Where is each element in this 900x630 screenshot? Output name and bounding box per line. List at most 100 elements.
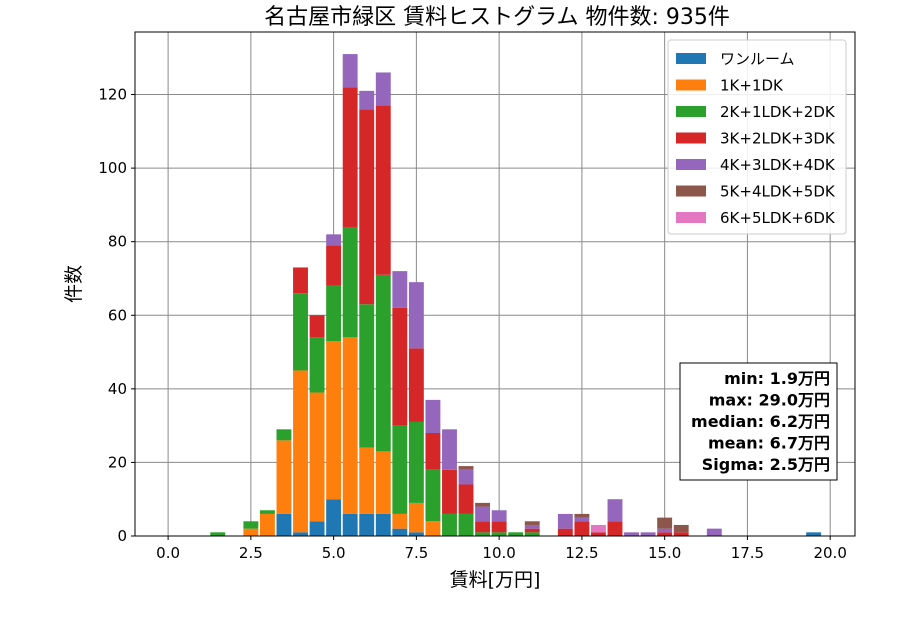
histogram-bar bbox=[425, 399, 441, 433]
y-tick-label: 0 bbox=[117, 527, 127, 545]
y-tick-label: 100 bbox=[98, 159, 127, 177]
histogram-bar bbox=[392, 307, 408, 426]
histogram-bar bbox=[375, 513, 391, 536]
histogram-bar bbox=[309, 315, 325, 338]
histogram-bar bbox=[458, 484, 474, 514]
histogram-bar bbox=[574, 513, 590, 518]
legend-swatch bbox=[676, 79, 706, 91]
histogram-bar bbox=[591, 532, 606, 536]
histogram-bar bbox=[342, 513, 358, 536]
plot-frame bbox=[134, 31, 856, 537]
legend-swatch bbox=[676, 132, 706, 144]
histogram-bar bbox=[342, 54, 358, 88]
stats-frame bbox=[679, 362, 838, 481]
histogram-bar bbox=[524, 524, 540, 529]
histogram-bar bbox=[607, 521, 623, 536]
histogram-bar bbox=[276, 440, 292, 514]
histogram-bar bbox=[557, 513, 573, 529]
stats-line: max: 29.0万円 bbox=[709, 391, 830, 410]
histogram-bar bbox=[392, 271, 408, 308]
histogram-bar bbox=[408, 421, 424, 503]
y-axis-label: 件数 bbox=[63, 265, 85, 303]
histogram-bar bbox=[326, 234, 342, 246]
legend-swatch bbox=[676, 106, 706, 117]
histogram-bar bbox=[359, 304, 375, 448]
histogram-bar bbox=[524, 521, 540, 525]
histogram-bar bbox=[706, 528, 722, 536]
histogram-bar bbox=[408, 348, 424, 422]
histogram-bar bbox=[276, 513, 292, 536]
histogram-bar bbox=[408, 502, 424, 533]
histogram-bar bbox=[475, 506, 491, 522]
histogram-bar bbox=[640, 532, 656, 536]
histogram-bar bbox=[591, 524, 606, 533]
histogram-bar bbox=[342, 87, 358, 227]
histogram-bar bbox=[508, 532, 524, 536]
histogram-bar bbox=[673, 532, 689, 536]
histogram-bar bbox=[442, 469, 457, 514]
chart-title: 名古屋市緑区 賃料ヒストグラム 物件数: 935件 bbox=[264, 5, 730, 30]
x-tick-label: 7.5 bbox=[404, 544, 428, 562]
x-axis-label: 賃料[万円] bbox=[450, 569, 541, 591]
y-tick-label: 80 bbox=[108, 233, 127, 251]
histogram-bar bbox=[574, 521, 590, 536]
legend-box bbox=[667, 39, 847, 235]
histogram-bar bbox=[259, 513, 275, 536]
histogram-bar bbox=[293, 370, 308, 533]
histogram-bar bbox=[624, 532, 639, 536]
legend-swatch bbox=[676, 212, 706, 223]
histogram-bar bbox=[657, 532, 673, 536]
histogram-bar bbox=[392, 425, 408, 514]
legend: ワンルーム 1K+1DK 2K+1LDK+2DK 3K+2LDK+3DK 4K+3LDK… bbox=[667, 39, 847, 235]
histogram-bar bbox=[359, 513, 375, 536]
histogram-bar bbox=[442, 513, 457, 536]
histogram-bar bbox=[243, 521, 259, 529]
histogram-bar bbox=[425, 432, 441, 470]
histogram-bar bbox=[458, 469, 474, 485]
legend-label: 1K+1DK bbox=[720, 77, 784, 95]
legend-label: 2K+1LDK+2DK bbox=[720, 103, 836, 121]
histogram-bar bbox=[293, 532, 308, 536]
histogram-bar bbox=[475, 521, 491, 533]
x-tick-label: 2.5 bbox=[239, 544, 263, 562]
histogram-bar bbox=[673, 524, 689, 533]
histogram-bar bbox=[475, 502, 491, 507]
histogram-bar bbox=[359, 447, 375, 514]
legend-label: 3K+2LDK+3DK bbox=[720, 130, 836, 148]
stats-line: mean: 6.7万円 bbox=[708, 434, 830, 453]
x-tick-label: 17.5 bbox=[731, 544, 764, 562]
histogram-bar bbox=[806, 532, 822, 536]
histogram-bar bbox=[408, 282, 424, 349]
histogram-bar bbox=[326, 341, 342, 500]
y-tick-label: 20 bbox=[108, 453, 127, 471]
histogram-bar bbox=[491, 521, 507, 533]
histogram-bar bbox=[243, 528, 259, 536]
histogram-bar bbox=[342, 226, 358, 338]
legend-swatch bbox=[676, 159, 706, 170]
histogram-bar bbox=[375, 274, 391, 452]
histogram-bar bbox=[359, 109, 375, 305]
axis-ticks: 0.0 2.5 5.0 7.5 10.0 12.5 15.0 17.5 20.0 0 20 40 60 8… bbox=[98, 86, 847, 562]
histogram-bar bbox=[342, 337, 358, 514]
stats-line: median: 6.2万円 bbox=[691, 412, 830, 431]
stats-line: Sigma: 2.5万円 bbox=[702, 455, 830, 474]
histogram-bar bbox=[491, 510, 507, 522]
histogram-bar bbox=[657, 528, 673, 533]
histogram-bar bbox=[392, 513, 408, 529]
histogram-bar bbox=[309, 392, 325, 522]
histogram-bar bbox=[375, 72, 391, 106]
histogram-bar bbox=[309, 521, 325, 536]
legend-label: 4K+3LDK+4DK bbox=[720, 156, 836, 174]
histogram-bar bbox=[326, 285, 342, 342]
stats-line: min: 1.9万円 bbox=[724, 369, 830, 388]
y-tick-label: 60 bbox=[108, 306, 127, 324]
grid-lines bbox=[135, 32, 855, 537]
histogram-bar bbox=[475, 532, 491, 536]
x-tick-label: 10.0 bbox=[482, 544, 515, 562]
legend-label: ワンルーム bbox=[720, 50, 795, 68]
legend-swatch bbox=[676, 53, 706, 64]
histogram-bar bbox=[210, 532, 226, 536]
y-tick-label: 40 bbox=[108, 380, 127, 398]
histogram-bar bbox=[524, 528, 540, 533]
